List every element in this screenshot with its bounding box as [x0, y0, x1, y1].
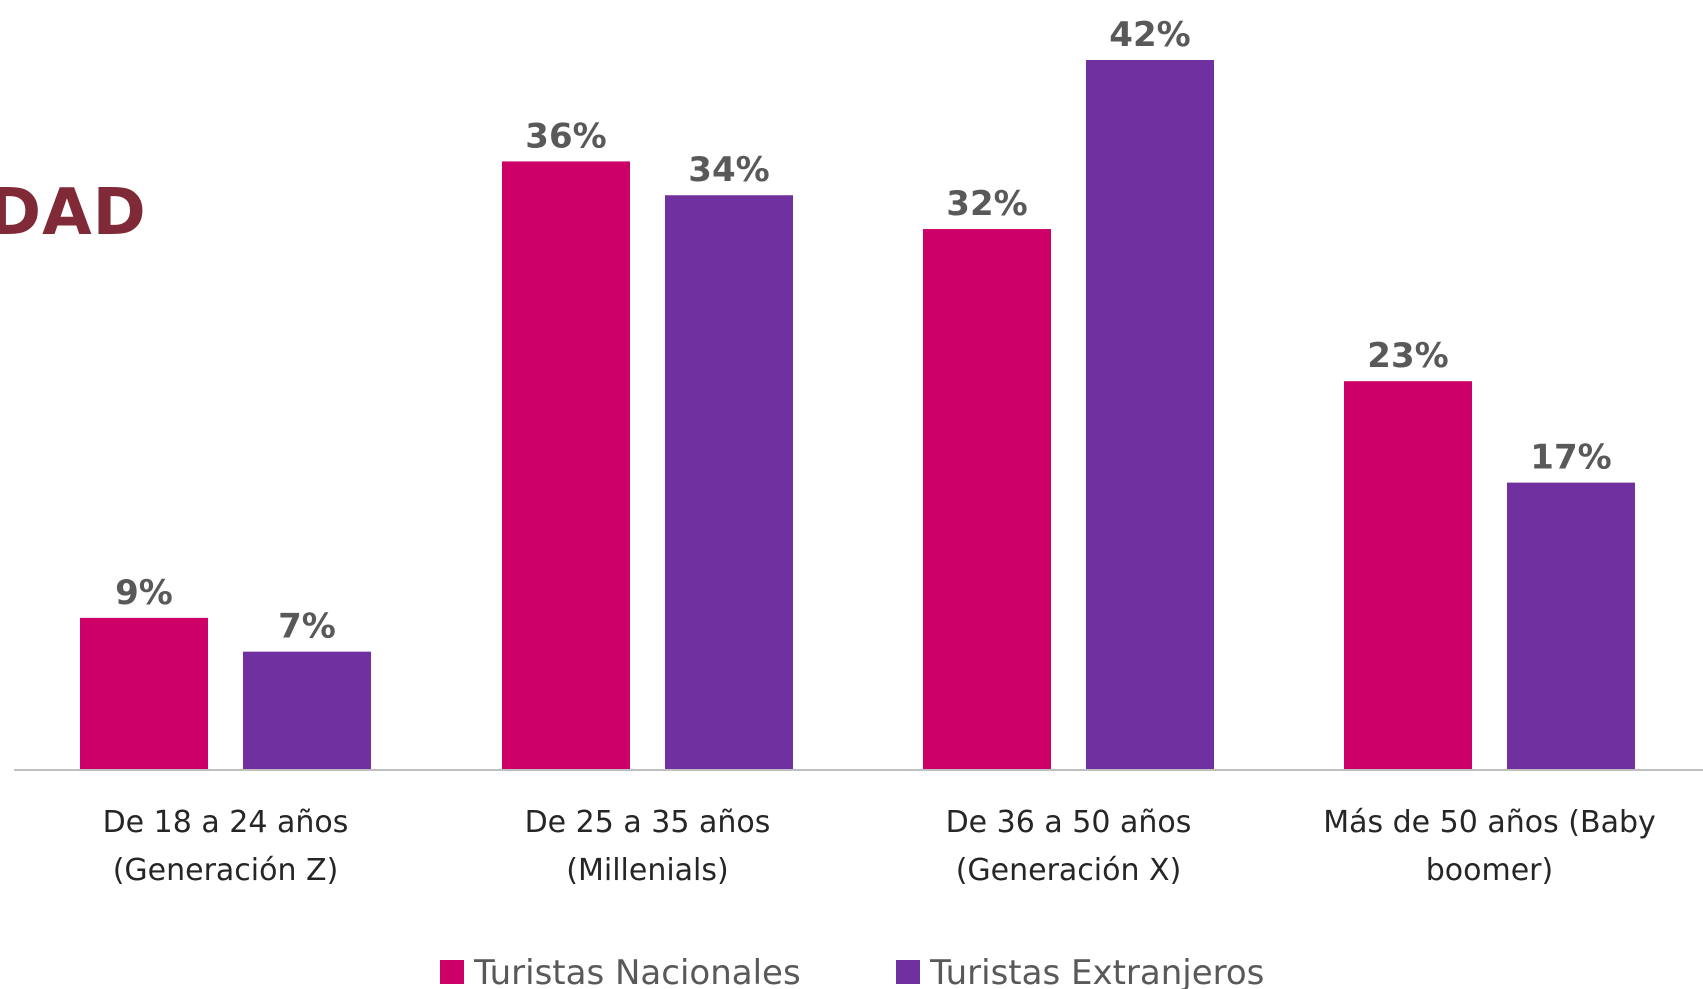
category-label-2-line-0: De 36 a 50 años — [946, 805, 1192, 840]
data-label-extranjeros-3: 17% — [1530, 438, 1611, 478]
category-label-0-line-1: (Generación Z) — [113, 853, 339, 888]
category-label-2-line-1: (Generación X) — [956, 853, 1182, 888]
page-title-fragment: DAD — [0, 176, 147, 250]
data-label-nacionales-2: 32% — [946, 184, 1027, 224]
bar-nacionales-0 — [80, 617, 208, 770]
bars-group: 9% 36% 32% 23% 7% 34% 42% 17% — [80, 15, 1635, 771]
bar-nacionales-3 — [1344, 381, 1472, 770]
legend-label-0: Turistas Nacionales — [473, 953, 801, 989]
bar-extranjeros-2 — [1086, 60, 1214, 770]
data-label-nacionales-0: 9% — [115, 573, 173, 613]
bar-extranjeros-3 — [1507, 482, 1635, 770]
bar-extranjeros-1 — [665, 195, 793, 770]
data-label-nacionales-3: 23% — [1367, 336, 1448, 376]
category-label-0-line-0: De 18 a 24 años — [103, 805, 349, 840]
data-label-extranjeros-1: 34% — [688, 150, 769, 190]
legend-label-1: Turistas Extranjeros — [929, 953, 1264, 989]
category-label-3-line-0: Más de 50 años (Baby — [1323, 805, 1656, 840]
category-labels: De 18 a 24 años (Generación Z) De 25 a 35 … — [103, 805, 1656, 888]
legend-swatch-1 — [896, 960, 920, 984]
data-label-extranjeros-2: 42% — [1109, 15, 1190, 55]
bar-nacionales-2 — [923, 229, 1051, 771]
legend: Turistas Nacionales Turistas Extranjeros — [440, 953, 1264, 989]
category-label-3-line-1: boomer) — [1426, 853, 1553, 888]
bar-extranjeros-0 — [243, 651, 371, 770]
data-label-extranjeros-0: 7% — [278, 607, 336, 647]
bar-nacionales-1 — [502, 161, 630, 770]
category-label-1-line-0: De 25 a 35 años — [525, 805, 771, 840]
legend-swatch-0 — [440, 960, 464, 984]
data-label-nacionales-1: 36% — [525, 116, 606, 156]
category-label-1-line-1: (Millenials) — [566, 853, 728, 888]
